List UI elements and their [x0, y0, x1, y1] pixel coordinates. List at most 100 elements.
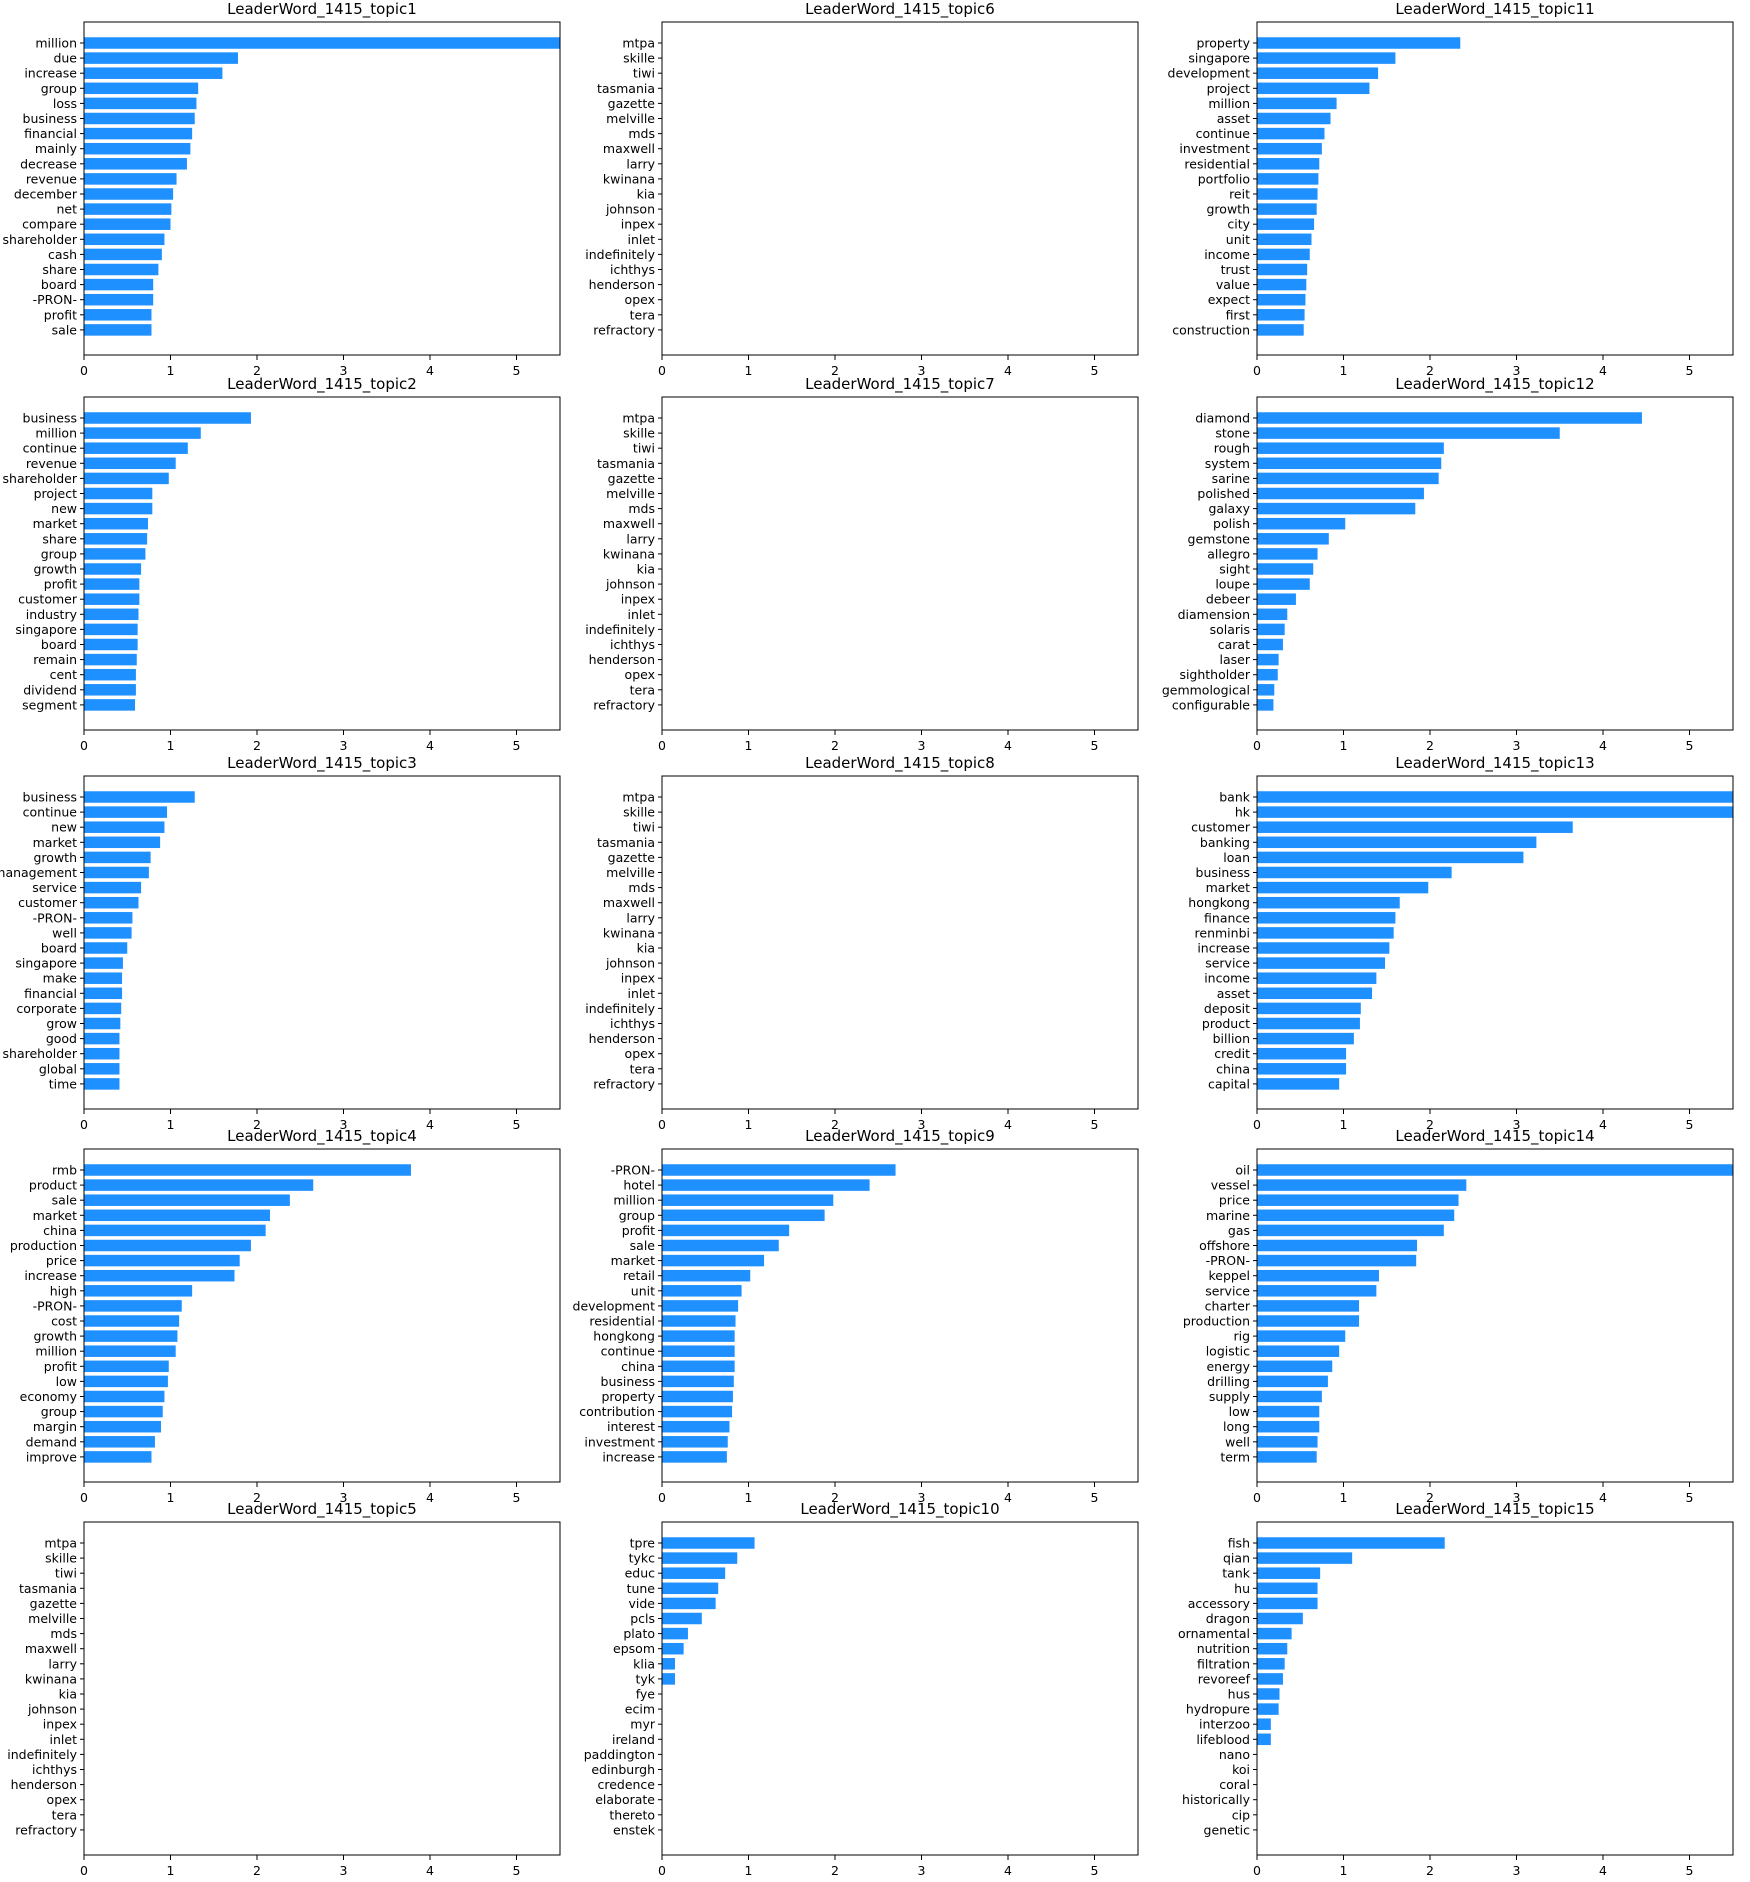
x-tick-label: 3 — [1513, 1490, 1521, 1505]
y-tick-label: larry — [626, 531, 655, 546]
bar — [662, 1239, 779, 1252]
y-tick-label: lifeblood — [1196, 1732, 1250, 1747]
y-tick-label: new — [51, 820, 77, 835]
bar — [1257, 52, 1396, 64]
bar — [662, 1285, 742, 1297]
y-tick-label: mainly — [35, 141, 78, 156]
x-tick-label: 2 — [831, 738, 839, 753]
bar — [1257, 653, 1279, 666]
y-tick-label: tasmania — [19, 1581, 77, 1596]
y-tick-label: ichthys — [610, 262, 655, 277]
y-tick-label: grow — [46, 1016, 77, 1031]
y-tick-label: compare — [22, 217, 77, 232]
y-tick-label: share — [42, 531, 77, 546]
y-tick-label: cent — [50, 667, 77, 682]
bar — [84, 457, 176, 470]
x-tick-label: 3 — [918, 363, 926, 378]
y-tick-label: mtpa — [622, 790, 655, 805]
y-tick-label: -PRON- — [611, 1163, 655, 1178]
y-tick-label: cost — [51, 1314, 77, 1329]
y-tick-label: retail — [623, 1268, 655, 1283]
bar — [662, 1582, 719, 1595]
y-tick-label: paddington — [584, 1747, 655, 1762]
bar — [1257, 942, 1390, 954]
y-tick-label: loan — [1223, 850, 1250, 865]
bar — [84, 442, 188, 454]
y-tick-label: board — [41, 637, 77, 652]
y-tick-label: improve — [26, 1449, 77, 1464]
bar — [84, 987, 123, 1000]
bar — [1257, 1552, 1353, 1564]
bar — [84, 37, 560, 49]
bar — [1257, 233, 1312, 246]
chart-title: LeaderWord_1415_topic11 — [1395, 0, 1594, 19]
bar — [84, 1375, 168, 1388]
y-tick-label: melville — [606, 486, 655, 501]
x-tick-label: 4 — [426, 363, 434, 378]
chart-title: LeaderWord_1415_topic2 — [227, 375, 417, 394]
bar — [1257, 638, 1283, 651]
bar — [84, 1209, 270, 1222]
bar — [1257, 1688, 1280, 1700]
x-tick-label: 4 — [1599, 738, 1607, 753]
bar — [84, 699, 136, 711]
bar — [84, 927, 132, 939]
bar — [1257, 1300, 1360, 1312]
y-tick-label: development — [573, 1298, 656, 1313]
y-tick-label: henderson — [589, 1031, 655, 1046]
y-tick-label: shareholder — [3, 232, 78, 247]
x-tick-label: 3 — [340, 1490, 348, 1505]
y-tick-label: continue — [1196, 126, 1251, 141]
y-tick-label: nutrition — [1197, 1641, 1250, 1656]
y-tick-label: gas — [1228, 1223, 1250, 1238]
y-tick-label: mtpa — [622, 411, 655, 426]
bar — [1257, 127, 1325, 140]
bar — [1257, 972, 1377, 984]
y-tick-label: time — [49, 1076, 78, 1091]
y-tick-label: service — [32, 880, 77, 895]
y-tick-label: inpex — [621, 592, 655, 607]
y-tick-label: million — [35, 36, 77, 51]
bar — [1257, 548, 1318, 560]
y-tick-label: management — [0, 865, 77, 880]
x-tick-label: 1 — [1340, 738, 1348, 753]
chart-panel: LeaderWord_1415_topic13bankhkcustomerban… — [1188, 754, 1734, 1132]
y-tick-label: tiwi — [55, 1566, 77, 1581]
x-tick-label: 1 — [167, 1490, 175, 1505]
bar — [1257, 927, 1394, 939]
x-tick-label: 4 — [426, 1490, 434, 1505]
y-tick-label: corporate — [16, 1001, 77, 1016]
y-tick-label: banking — [1200, 835, 1250, 850]
y-tick-label: epsom — [613, 1641, 655, 1656]
x-tick-label: 5 — [1091, 363, 1099, 378]
y-tick-label: low — [1229, 1404, 1250, 1419]
bar — [84, 1078, 120, 1090]
bar — [84, 1164, 411, 1176]
bar — [1257, 1612, 1303, 1625]
bar — [84, 1405, 163, 1418]
x-tick-label: 1 — [745, 363, 753, 378]
y-tick-label: gemstone — [1188, 531, 1251, 546]
x-tick-label: 2 — [1426, 1490, 1434, 1505]
x-tick-label: 2 — [831, 1863, 839, 1878]
y-tick-label: service — [1205, 956, 1250, 971]
y-tick-label: remain — [33, 652, 77, 667]
y-tick-label: market — [1206, 880, 1250, 895]
bar — [1257, 1405, 1320, 1418]
y-tick-label: tyk — [635, 1671, 655, 1686]
bar — [1257, 412, 1642, 424]
y-tick-label: historically — [1182, 1792, 1251, 1807]
y-tick-label: indefinitely — [585, 1001, 655, 1016]
y-tick-label: indefinitely — [7, 1747, 77, 1762]
x-tick-label: 0 — [1253, 738, 1261, 753]
x-tick-label: 3 — [1513, 1117, 1521, 1132]
bar — [1257, 1063, 1347, 1075]
bar — [1257, 1567, 1321, 1579]
y-tick-label: customer — [1191, 820, 1251, 835]
x-tick-label: 3 — [1513, 1863, 1521, 1878]
x-tick-label: 0 — [658, 1863, 666, 1878]
y-tick-label: tasmania — [597, 835, 655, 850]
x-tick-label: 5 — [1686, 1490, 1694, 1505]
y-tick-label: product — [1202, 1016, 1250, 1031]
